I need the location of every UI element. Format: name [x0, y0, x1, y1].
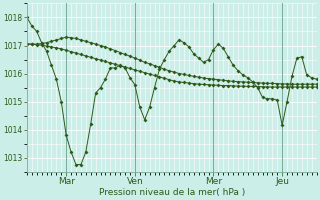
- X-axis label: Pression niveau de la mer( hPa ): Pression niveau de la mer( hPa ): [99, 188, 245, 197]
